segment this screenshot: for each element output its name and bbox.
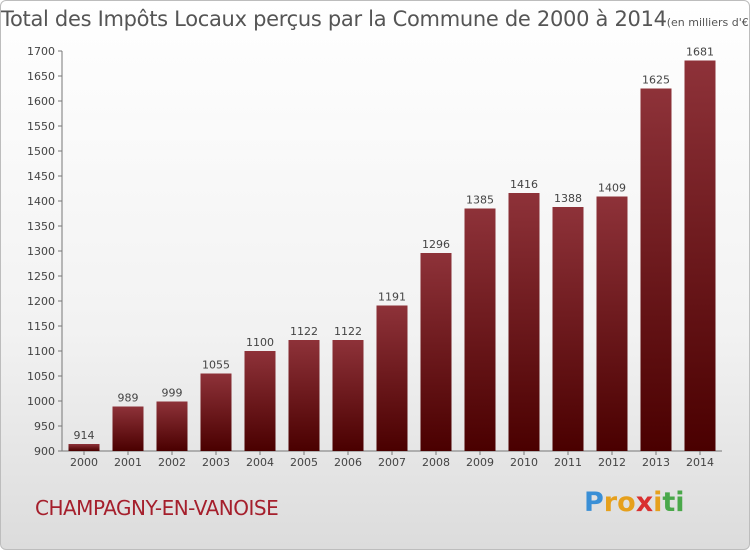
bar-2006 xyxy=(332,340,364,451)
bar-value-label: 1191 xyxy=(378,291,406,304)
logo-letter: o xyxy=(617,487,636,518)
bar-value-label: 1100 xyxy=(246,336,274,349)
y-tick-label: 1400 xyxy=(27,195,55,208)
bar-value-label: 1625 xyxy=(642,74,670,87)
logo-letter: x xyxy=(635,487,654,518)
y-tick-label: 900 xyxy=(34,445,55,458)
bar-value-label: 1055 xyxy=(202,359,230,372)
chart-title: Total des Impôts Locaux perçus par la Co… xyxy=(1,7,750,31)
bar-value-label: 1296 xyxy=(422,238,450,251)
bar-value-label: 1122 xyxy=(290,325,318,338)
logo-letter: i xyxy=(675,487,685,518)
y-tick-label: 1700 xyxy=(27,45,55,58)
x-tick-label: 2006 xyxy=(334,456,362,469)
x-tick-label: 2014 xyxy=(686,456,714,469)
bar-2003 xyxy=(200,373,232,451)
bar-value-label: 989 xyxy=(118,392,139,405)
y-tick-label: 1100 xyxy=(27,345,55,358)
x-tick-label: 2010 xyxy=(510,456,538,469)
bar-value-label: 1385 xyxy=(466,194,494,207)
y-tick-label: 1600 xyxy=(27,95,55,108)
y-tick-label: 1550 xyxy=(27,120,55,133)
bar-value-label: 1409 xyxy=(598,182,626,195)
x-tick-label: 2004 xyxy=(246,456,274,469)
x-tick-label: 2012 xyxy=(598,456,626,469)
bar-value-label: 1681 xyxy=(686,46,714,59)
bar-2010 xyxy=(508,193,540,451)
logo-letter: t xyxy=(662,487,676,518)
y-tick-label: 1300 xyxy=(27,245,55,258)
bar-2009 xyxy=(464,208,496,451)
x-tick-label: 2005 xyxy=(290,456,318,469)
x-tick-label: 2007 xyxy=(378,456,406,469)
bar-2013 xyxy=(640,88,672,451)
x-tick-label: 2008 xyxy=(422,456,450,469)
bar-value-label: 999 xyxy=(162,387,183,400)
bar-2000 xyxy=(68,444,100,451)
x-tick-label: 2001 xyxy=(114,456,142,469)
x-tick-label: 2011 xyxy=(554,456,582,469)
bar-2004 xyxy=(244,351,276,451)
proxiti-logo: Proxiti xyxy=(584,487,685,518)
bar-2002 xyxy=(156,401,188,451)
bar-value-label: 914 xyxy=(74,429,95,442)
logo-letter: i xyxy=(653,487,663,518)
bar-value-label: 1416 xyxy=(510,178,538,191)
y-tick-label: 1000 xyxy=(27,395,55,408)
x-tick-label: 2000 xyxy=(70,456,98,469)
chart-subtitle: (en milliers d'€) xyxy=(666,16,750,29)
bar-value-label: 1388 xyxy=(554,192,582,205)
x-tick-label: 2003 xyxy=(202,456,230,469)
y-tick-label: 950 xyxy=(34,420,55,433)
y-tick-label: 1350 xyxy=(27,220,55,233)
y-tick-label: 1650 xyxy=(27,70,55,83)
bar-2007 xyxy=(376,305,408,451)
chart-title-main: Total des Impôts Locaux perçus par la Co… xyxy=(1,7,667,31)
y-tick-label: 1450 xyxy=(27,170,55,183)
commune-name: CHAMPAGNY-EN-VANOISE xyxy=(35,496,279,520)
bar-2001 xyxy=(112,406,144,451)
bar-2014 xyxy=(684,60,716,451)
x-tick-label: 2009 xyxy=(466,456,494,469)
bar-2005 xyxy=(288,340,320,451)
bar-2012 xyxy=(596,196,628,451)
bar-2008 xyxy=(420,253,452,451)
y-tick-label: 1200 xyxy=(27,295,55,308)
bar-2011 xyxy=(552,207,584,451)
y-tick-label: 1150 xyxy=(27,320,55,333)
logo-letter: P xyxy=(584,487,604,518)
logo-letter: r xyxy=(603,487,618,518)
y-tick-label: 1050 xyxy=(27,370,55,383)
bar-value-label: 1122 xyxy=(334,325,362,338)
x-tick-label: 2013 xyxy=(642,456,670,469)
y-tick-label: 1500 xyxy=(27,145,55,158)
y-tick-label: 1250 xyxy=(27,270,55,283)
x-tick-label: 2002 xyxy=(158,456,186,469)
